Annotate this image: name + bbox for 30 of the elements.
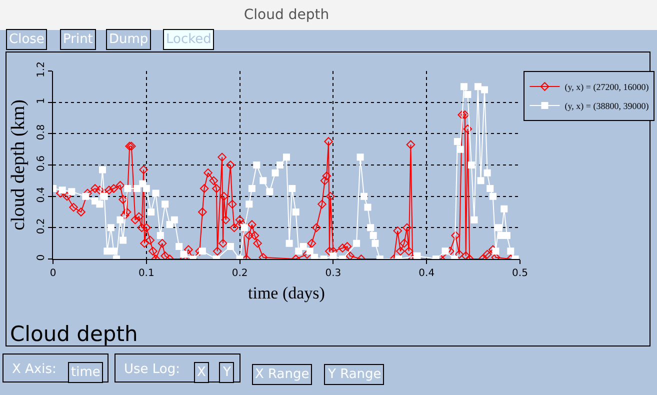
text: Y [222, 365, 231, 380]
chart-title: Cloud depth [244, 6, 330, 23]
text: time [71, 365, 100, 380]
text: X Range [255, 367, 310, 382]
text: X Axis: [12, 362, 56, 377]
x-axis-title: time (days) [248, 283, 325, 302]
y-tick-label: 0.2 [36, 218, 47, 234]
y-tick-label: 0.8 [36, 124, 47, 140]
x-tick-label: 0.4 [418, 268, 435, 279]
x-tick-label: 0.5 [512, 268, 528, 279]
y-tick-label: 0 [36, 254, 47, 261]
y-tick-label: 1 [36, 98, 47, 104]
y-tick-label: 0.6 [36, 156, 47, 172]
legend-label: (y, x) = (27200, 16000) [564, 82, 649, 92]
text: X [197, 365, 206, 380]
y-tick-label: 0.4 [36, 186, 47, 203]
text: Dump [109, 32, 148, 47]
x-tick-label: 0.1 [138, 268, 154, 279]
text: Use Log: [124, 362, 180, 377]
text: Print [63, 32, 93, 47]
text: Locked [166, 32, 212, 47]
text: Y Range [327, 367, 382, 382]
x-tick-label: 0.2 [232, 268, 248, 279]
text: Cloud depth [10, 322, 138, 346]
y-tick-label: 1.2 [36, 62, 47, 78]
text: Close [9, 32, 44, 47]
legend-label: (y, x) = (38800, 39000) [564, 101, 649, 112]
x-tick-label: 0.3 [325, 268, 342, 279]
x-tick-label: 0 [50, 268, 56, 279]
y-axis-title: cloud depth (km) [8, 100, 29, 230]
